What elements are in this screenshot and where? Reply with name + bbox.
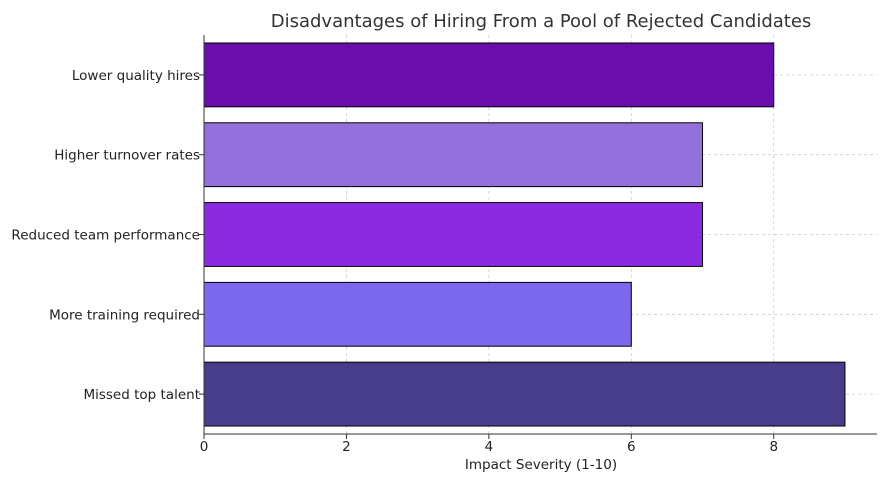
x-tick-label: 6 — [627, 439, 636, 455]
y-tick-label: Reduced team performance — [11, 228, 200, 244]
axes — [199, 35, 877, 439]
bar-reduced-team-performance — [203, 202, 704, 267]
x-tick-labels: 0 2 4 6 8 — [200, 439, 778, 455]
x-tick-label: 2 — [342, 439, 351, 455]
x-tick-label: 8 — [769, 439, 778, 455]
bar-higher-turnover-rates — [203, 122, 704, 188]
x-axis-label: Impact Severity (1-10) — [465, 457, 617, 473]
y-tick-label: More training required — [49, 307, 200, 323]
bars — [203, 42, 846, 427]
chart-title: Disadvantages of Hiring From a Pool of R… — [271, 11, 812, 32]
bar-missed-top-talent — [203, 361, 846, 427]
bar-lower-quality-hires — [203, 42, 775, 108]
y-tick-label: Missed top talent — [83, 387, 200, 403]
y-tick-label: Higher turnover rates — [54, 148, 200, 164]
bar-more-training-required — [203, 281, 632, 347]
y-tick-labels: Lower quality hires Higher turnover rates… — [11, 68, 200, 403]
x-tick-label: 4 — [485, 439, 494, 455]
x-tick-label: 0 — [200, 439, 209, 455]
y-tick-label: Lower quality hires — [72, 68, 200, 84]
